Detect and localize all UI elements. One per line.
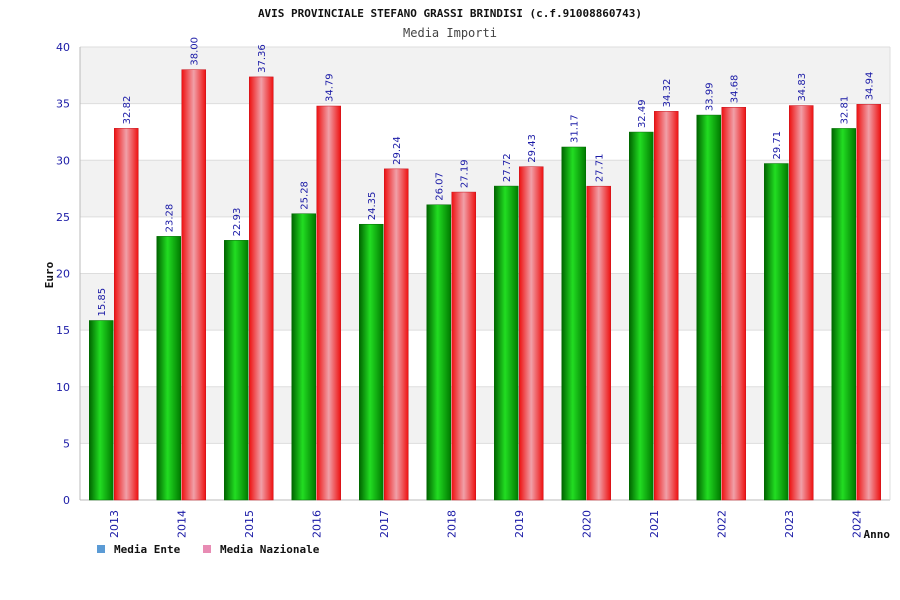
data-label: 32.49 [637, 99, 648, 128]
grid-band [80, 273, 890, 331]
bar-media-nazionale [721, 106, 746, 501]
x-tick-label: 2020 [580, 510, 593, 538]
data-label: 26.07 [435, 172, 446, 201]
grid-band [80, 386, 890, 444]
data-label: 27.19 [460, 159, 471, 188]
grid-band [80, 160, 890, 217]
data-label: 33.99 [705, 82, 716, 111]
legend-swatch-nazionale [203, 545, 211, 553]
y-axis-ticks: 0 5 10 15 20 25 30 35 40 [56, 41, 70, 507]
y-tick-label: 20 [56, 268, 70, 281]
bar-media-ente [156, 236, 181, 501]
data-label: 31.17 [570, 114, 581, 143]
x-tick-label: 2022 [715, 510, 728, 538]
x-tick-label: 2014 [175, 510, 188, 538]
data-label: 27.71 [595, 154, 606, 183]
data-label: 34.94 [865, 72, 876, 101]
bar-media-ente [494, 185, 519, 501]
x-tick-label: 2019 [513, 510, 526, 538]
bar-media-ente [629, 131, 654, 501]
bar-media-nazionale [181, 69, 206, 501]
bar-media-ente [359, 223, 384, 501]
bar-media-nazionale [384, 168, 409, 501]
bar-media-ente [561, 146, 586, 501]
bar-media-nazionale [316, 105, 341, 501]
y-tick-label: 0 [63, 494, 70, 507]
chart-title: AVIS PROVINCIALE STEFANO GRASSI BRINDISI… [258, 7, 642, 20]
y-tick-label: 5 [63, 437, 70, 450]
bar-media-ente [426, 204, 451, 501]
grid-lines [79, 46, 891, 501]
data-label: 34.32 [662, 79, 673, 108]
x-tick-label: 2018 [445, 510, 458, 538]
x-tick-label: 2016 [310, 510, 323, 538]
x-axis-ticks: 2013 2014 2015 2016 2017 2018 2019 2020 2021 2022… [108, 510, 864, 538]
y-tick-label: 25 [56, 211, 70, 224]
data-label: 29.24 [392, 136, 403, 165]
bar-media-nazionale [451, 191, 476, 501]
x-tick-label: 2015 [243, 510, 256, 538]
bar-media-ente [224, 240, 249, 501]
y-tick-label: 15 [56, 324, 70, 337]
bar-media-ente [696, 114, 721, 501]
data-label: 32.81 [840, 96, 851, 125]
y-tick-label: 35 [56, 98, 70, 111]
data-label: 34.68 [730, 75, 741, 104]
bar-media-ente [291, 213, 316, 501]
legend: Media Ente Media Nazionale [97, 543, 320, 556]
data-label: 25.28 [300, 181, 311, 210]
data-labels: 15.85 32.82 23.28 38.00 22.93 37.36 25.28 34.79… [97, 37, 876, 316]
data-label: 15.85 [97, 288, 108, 317]
chart-subtitle: Media Importi [403, 26, 497, 40]
data-label: 32.82 [122, 96, 133, 125]
data-label: 27.72 [502, 153, 513, 182]
bar-media-ente [89, 320, 114, 501]
bar-media-nazionale [789, 105, 814, 501]
data-label: 29.43 [527, 134, 538, 163]
x-tick-label: 2024 [850, 510, 863, 538]
grid-band [80, 47, 890, 104]
data-label: 38.00 [190, 37, 201, 66]
data-label: 37.36 [257, 44, 268, 73]
data-label: 22.93 [232, 208, 243, 237]
legend-label-ente: Media Ente [114, 543, 181, 556]
data-label: 24.35 [367, 192, 378, 221]
bar-media-nazionale [856, 104, 881, 501]
bar-media-nazionale [249, 76, 274, 501]
x-tick-label: 2023 [783, 510, 796, 538]
y-tick-label: 40 [56, 41, 70, 54]
bar-media-ente [831, 128, 856, 501]
data-label: 34.79 [325, 73, 336, 102]
bar-media-nazionale [519, 166, 544, 501]
data-label: 23.28 [165, 204, 176, 233]
y-tick-label: 10 [56, 381, 70, 394]
data-label: 29.71 [772, 131, 783, 160]
bar-media-nazionale [114, 128, 139, 501]
data-label: 34.83 [797, 73, 808, 102]
y-tick-label: 30 [56, 154, 70, 167]
y-axis-label: Euro [43, 261, 56, 288]
legend-label-nazionale: Media Nazionale [220, 543, 320, 556]
x-axis-label: Anno [864, 528, 891, 541]
x-tick-label: 2021 [648, 510, 661, 538]
bars [89, 69, 881, 501]
bar-media-ente [764, 163, 789, 501]
bar-media-nazionale [654, 111, 679, 501]
legend-swatch-ente [97, 545, 105, 553]
x-tick-label: 2013 [108, 510, 121, 538]
bar-media-nazionale [586, 185, 611, 501]
x-tick-label: 2017 [378, 510, 391, 538]
